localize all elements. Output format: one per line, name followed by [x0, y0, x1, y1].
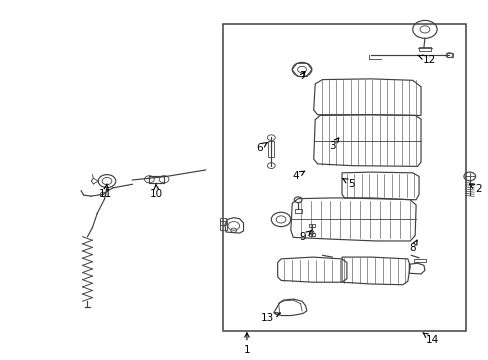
Text: 2: 2 [469, 184, 481, 194]
Text: 3: 3 [328, 138, 338, 151]
Text: 10: 10 [150, 184, 163, 199]
Bar [149, 176, 163, 183]
Text: 1: 1 [243, 333, 250, 355]
Bar [308, 224, 314, 226]
Text: 14: 14 [422, 333, 438, 345]
Bar [413, 259, 426, 262]
Bar [220, 221, 227, 230]
Text: 7: 7 [298, 71, 305, 81]
Text: 6: 6 [255, 142, 267, 153]
Text: 11: 11 [99, 184, 112, 199]
Bar [308, 233, 314, 235]
Bar [294, 209, 301, 213]
Text: 8: 8 [408, 240, 416, 253]
Bar [447, 53, 452, 57]
Bar [418, 46, 430, 51]
Text: 9: 9 [299, 231, 311, 242]
Bar [268, 140, 274, 157]
Text: 4: 4 [292, 171, 304, 181]
Bar [222, 24, 466, 330]
Text: 13: 13 [261, 313, 280, 323]
Text: 5: 5 [342, 179, 354, 189]
Text: 12: 12 [417, 55, 435, 65]
Bar [220, 218, 225, 225]
